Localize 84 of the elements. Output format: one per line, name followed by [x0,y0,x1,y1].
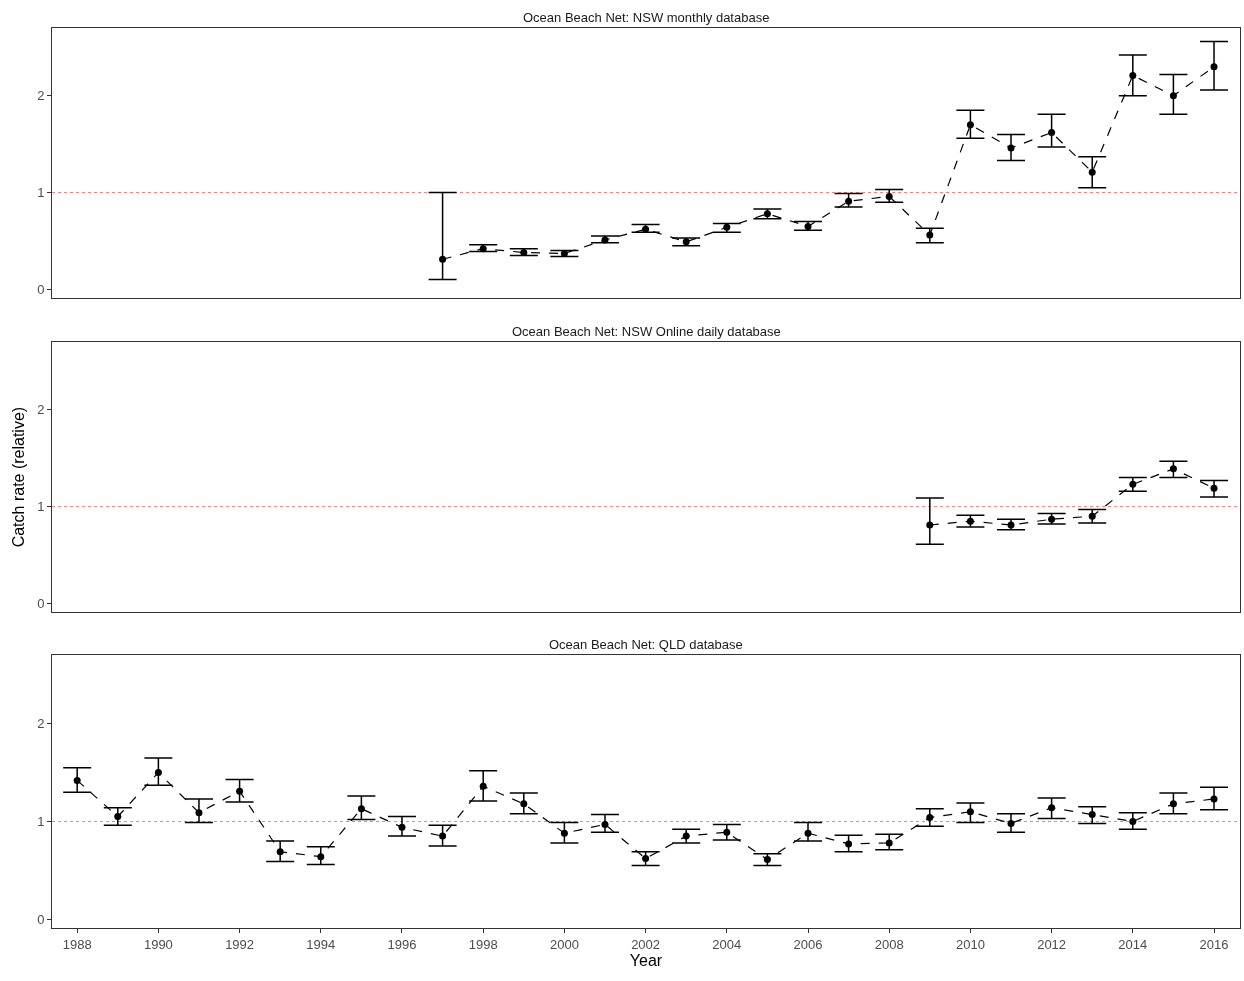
x-tick-label: 2006 [793,936,823,952]
point [642,225,650,233]
x-tick-label: 1988 [62,936,92,952]
x-tick-label: 1990 [143,936,173,952]
chart-title: Ocean Beach Net: NSW Online daily database [512,324,781,339]
point [1169,92,1177,100]
y-tick-label: 0 [37,595,45,611]
point [1007,521,1015,529]
point [642,855,650,863]
point [1129,817,1137,825]
x-tick-label: 2012 [1037,936,1067,952]
point [966,517,974,525]
point [1129,480,1137,488]
point [1129,71,1137,79]
x-tick-label: 2016 [1199,936,1229,952]
x-tick-label: 2010 [955,936,985,952]
point [763,856,771,864]
point [479,782,487,790]
y-tick-label: 2 [37,88,45,104]
y-tick-label: 1 [37,185,45,201]
y-tick-label: 1 [37,814,45,830]
x-tick-label: 1998 [468,936,498,952]
x-tick-label: 2000 [549,936,579,952]
point [845,197,853,205]
point [1007,819,1015,827]
chart-title: Ocean Beach Net: QLD database [549,637,743,652]
point [1210,484,1218,492]
point [601,236,609,244]
point [682,238,690,246]
point [73,776,81,784]
point [1048,515,1056,523]
point [926,231,934,239]
point [885,192,893,200]
y-tick-label: 2 [37,402,45,418]
point [1048,804,1056,812]
point [926,521,934,529]
x-tick-label: 2004 [712,936,742,952]
point [439,832,447,840]
point [763,210,771,218]
x-tick-label: 2002 [631,936,661,952]
point [398,823,406,831]
x-tick-label: 2008 [874,936,904,952]
point [966,808,974,816]
x-axis-title: Year [629,952,663,970]
y-tick-label: 0 [37,911,45,927]
point [317,853,325,861]
point [926,814,934,822]
point [1007,144,1015,152]
y-tick-label: 2 [37,716,45,732]
point [1048,129,1056,137]
point [1088,811,1096,819]
point [804,222,812,230]
point [723,223,731,231]
y-axis-title: Catch rate (relative) [10,406,28,548]
chart-title: Ocean Beach Net: NSW monthly database [523,10,770,25]
point [439,255,447,263]
x-tick-label: 2014 [1118,936,1148,952]
point [682,832,690,840]
point [1210,795,1218,803]
point [804,829,812,837]
point [195,809,203,817]
point [845,840,853,848]
point [1088,512,1096,520]
point [357,805,365,813]
point [1210,63,1218,71]
y-tick-label: 1 [37,499,45,515]
point [276,848,284,856]
x-tick-label: 1992 [225,936,255,952]
point [885,839,893,847]
point [236,787,244,795]
x-tick-label: 1994 [306,936,336,952]
point [1169,800,1177,808]
y-tick-label: 0 [37,281,45,297]
point [560,829,568,837]
point [1088,168,1096,176]
point [520,800,528,808]
point [723,828,731,836]
point [1169,465,1177,473]
point [479,245,487,253]
point [114,813,122,821]
point [601,820,609,828]
x-tick-label: 1996 [387,936,417,952]
point [966,121,974,129]
point [154,769,162,777]
